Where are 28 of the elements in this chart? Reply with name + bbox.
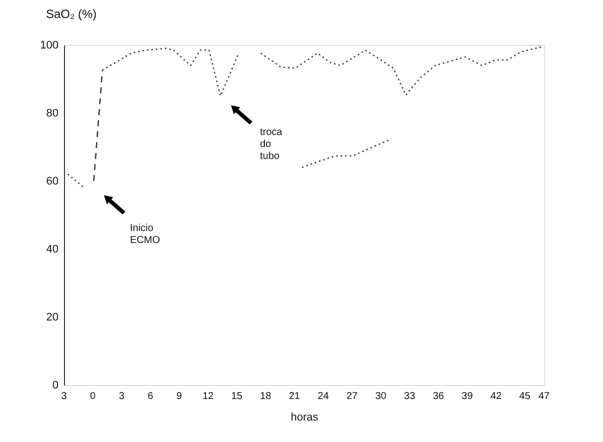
x-tick-label: 18 — [260, 391, 272, 402]
x-tick-label: 3 — [61, 391, 68, 402]
y-tick-label: 20 — [46, 312, 58, 324]
x-tick-label: 47 — [538, 391, 550, 402]
y-tick-label: 0 — [52, 380, 58, 392]
x-tick-label: 6 — [148, 391, 154, 402]
x-tick-label: 30 — [375, 391, 387, 402]
x-tick-label: 3 — [118, 391, 125, 402]
x-tick-label: 0 — [90, 391, 96, 402]
y-tick-label: 80 — [46, 108, 58, 120]
y-tick-label: 40 — [46, 244, 58, 256]
chart-title: SaO₂ (%) — [46, 7, 97, 21]
x-tick-label: 24 — [318, 391, 330, 402]
x-tick-label: 42 — [490, 391, 502, 402]
x-tick-label: 36 — [432, 391, 444, 402]
x-tick-label: 45 — [519, 391, 531, 402]
x-tick-label: 12 — [202, 391, 214, 402]
x-tick-label: 33 — [404, 391, 416, 402]
x-tick-label: 9 — [176, 391, 182, 402]
y-tick-label: 100 — [40, 40, 58, 52]
y-tick-label: 60 — [46, 176, 58, 188]
x-tick-label: 15 — [231, 391, 243, 402]
annotation: Inicio ECMO — [130, 223, 160, 246]
x-tick-label: 21 — [288, 391, 300, 402]
x-axis-title: horas — [290, 412, 319, 424]
annotation: troca do tubo — [260, 127, 283, 162]
x-tick-label: 27 — [346, 391, 358, 402]
x-tick-label: 39 — [462, 391, 474, 402]
